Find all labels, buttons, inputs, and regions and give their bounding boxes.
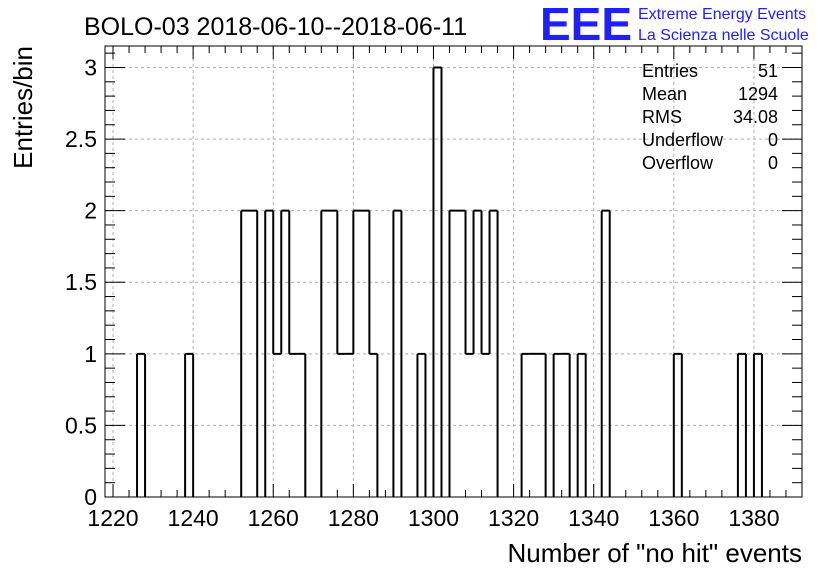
histogram-bin <box>416 352 426 497</box>
stat-mean-value: 1294 <box>738 84 778 104</box>
histogram-bin <box>336 210 346 355</box>
histogram-bin <box>272 210 282 355</box>
histogram-bin <box>448 209 458 497</box>
x-tick-label: 1260 <box>248 505 299 531</box>
y-tick-labels: 0 0.5 1 1.5 2 2.5 3 <box>65 54 97 510</box>
histogram-bin <box>392 209 402 497</box>
chart-title: BOLO-03 2018-06-10--2018-06-11 <box>84 13 467 41</box>
histogram-bin <box>752 352 762 497</box>
histogram-bin <box>672 352 682 497</box>
x-tick-label: 1380 <box>728 505 779 531</box>
histogram-bin <box>488 209 498 354</box>
y-tick-label: 0 <box>84 484 97 510</box>
y-tick-label: 2 <box>84 198 97 224</box>
histogram-bin <box>552 352 562 497</box>
histogram-bin <box>520 352 530 497</box>
stat-mean-label: Mean <box>642 84 687 104</box>
histogram-bin <box>264 209 274 497</box>
histogram-bin <box>600 209 610 497</box>
histogram-bin <box>280 209 290 354</box>
stat-underflow-value: 0 <box>768 130 778 150</box>
x-tick-label: 1220 <box>87 505 138 531</box>
x-tick-labels: 1220 1240 1260 1280 1300 1320 1340 1360 1380 <box>87 505 779 531</box>
histogram-bin <box>136 352 146 497</box>
logo-line-1: Extreme Energy Events <box>638 6 806 23</box>
y-tick-label: 3 <box>84 54 97 80</box>
x-tick-label: 1340 <box>568 505 619 531</box>
histogram-bin <box>320 209 330 497</box>
stat-overflow-label: Overflow <box>642 153 714 173</box>
stat-rms-value: 34.08 <box>733 107 778 127</box>
histogram-bin <box>240 209 250 497</box>
axis-ticks <box>105 46 802 498</box>
histogram-bin <box>368 210 378 355</box>
stats-box: Entries 51 Mean 1294 RMS 34.08 Underflow… <box>642 61 778 173</box>
histogram-bin <box>736 352 746 497</box>
stat-entries-label: Entries <box>642 61 698 81</box>
logo-line-2: La Scienza nelle Scuole <box>638 27 809 44</box>
y-tick-label: 1 <box>84 341 97 367</box>
histogram-bins <box>136 66 763 497</box>
histogram-bin <box>184 352 194 497</box>
stat-underflow-label: Underflow <box>642 130 724 150</box>
histogram-bin <box>576 352 586 497</box>
plot-frame <box>104 45 803 498</box>
histogram-bin <box>352 209 362 354</box>
stat-overflow-value: 0 <box>768 153 778 173</box>
histogram-bin <box>432 66 442 497</box>
stat-rms-label: RMS <box>642 107 682 127</box>
x-tick-label: 1240 <box>168 505 219 531</box>
y-tick-label: 2.5 <box>65 126 97 152</box>
y-tick-label: 0.5 <box>65 412 97 438</box>
x-tick-label: 1320 <box>488 505 539 531</box>
y-axis-label: Entries/bin <box>8 46 38 169</box>
histogram-bin <box>288 210 298 355</box>
x-tick-label: 1360 <box>648 505 699 531</box>
eee-logo: EEE Extreme Energy Events La Scienza nel… <box>540 0 809 50</box>
logo-mark: EEE <box>540 0 632 50</box>
histogram-bin <box>480 210 490 355</box>
y-tick-label: 1.5 <box>65 269 97 295</box>
x-tick-label: 1300 <box>408 505 459 531</box>
x-tick-label: 1280 <box>328 505 379 531</box>
histogram-bin <box>472 209 482 354</box>
stat-entries-value: 51 <box>758 61 778 81</box>
histogram-bin <box>464 210 474 355</box>
x-axis-label: Number of "no hit" events <box>508 538 803 568</box>
